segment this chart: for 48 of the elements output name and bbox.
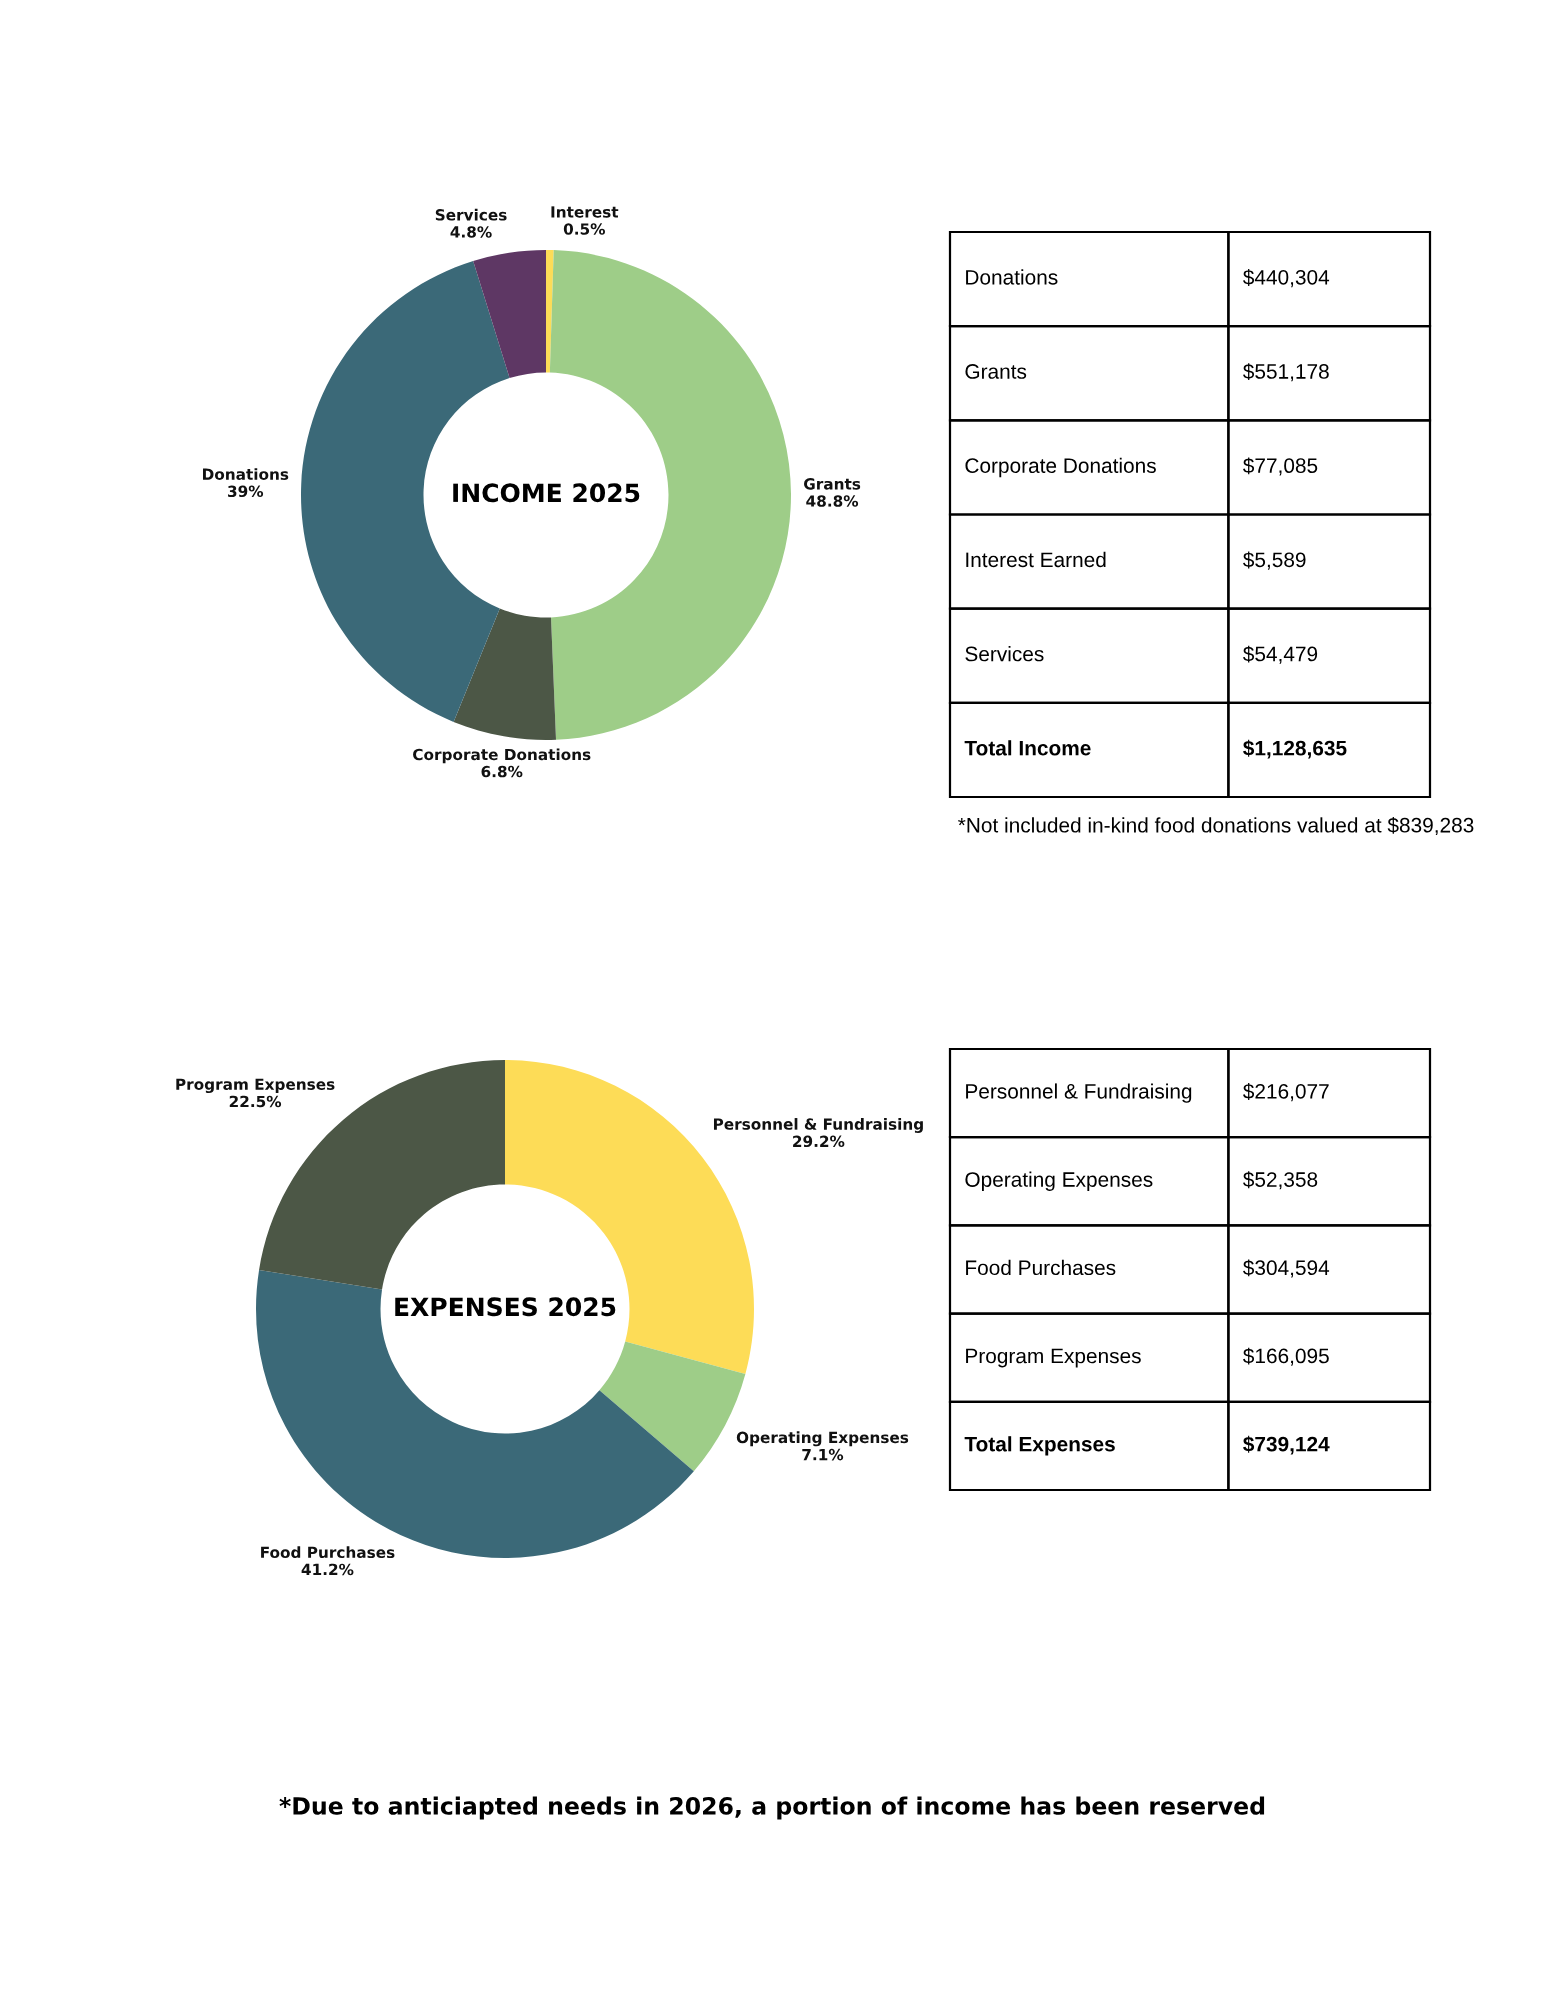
data-label: 22.5% bbox=[229, 1095, 282, 1108]
text: $440,304 bbox=[1243, 269, 1330, 288]
text: $216,077 bbox=[1243, 1083, 1329, 1102]
text: *Due to anticiapted needs in 2026, a portion of income has been reserved bbox=[279, 1796, 1265, 1820]
slice-label: Grants bbox=[804, 478, 861, 490]
text: $739,124 bbox=[1243, 1435, 1330, 1455]
data-label: 4.8% bbox=[450, 226, 492, 238]
category-label: Corporate Donations bbox=[965, 457, 1156, 478]
category-label: Total Income bbox=[964, 740, 1091, 756]
slice-label: Services bbox=[435, 208, 507, 221]
category-label: Food Purchases bbox=[966, 1259, 1116, 1276]
text: $166,095 bbox=[1243, 1347, 1329, 1366]
donut-slice bbox=[473, 250, 546, 379]
slice-label: Food Purchases bbox=[261, 1546, 395, 1559]
category-label: Services bbox=[965, 646, 1044, 662]
data-label: 0.5% bbox=[563, 223, 605, 235]
category-label: Operating Expenses bbox=[965, 1171, 1153, 1192]
text: $551,178 bbox=[1243, 363, 1329, 382]
text: $1,128,635 bbox=[1243, 739, 1347, 759]
text: $52,358 bbox=[1243, 1171, 1318, 1190]
category-label: Personnel & Fundraising bbox=[966, 1083, 1192, 1103]
slice-label: Interest bbox=[551, 206, 619, 218]
slice-label: Program Expenses bbox=[176, 1078, 335, 1094]
text: $5,589 bbox=[1243, 551, 1306, 570]
slice-label: Operating Expenses bbox=[736, 1431, 909, 1447]
data-label: 41.2% bbox=[301, 1563, 354, 1576]
category-label: Program Expenses bbox=[966, 1348, 1141, 1368]
donut-slice bbox=[453, 608, 557, 740]
text: $304,594 bbox=[1243, 1259, 1330, 1278]
text: $77,085 bbox=[1243, 457, 1318, 476]
slice-label: Personnel & Fundraising bbox=[713, 1118, 923, 1133]
category-label: Total Expenses bbox=[964, 1436, 1115, 1456]
category-label: Interest Earned bbox=[966, 551, 1106, 568]
slice-label: Donations bbox=[203, 468, 289, 480]
text: $54,479 bbox=[1243, 645, 1318, 664]
text: *Not included in-kind food donations valued at $839,283 bbox=[958, 816, 1474, 836]
data-label: 48.8% bbox=[806, 495, 859, 507]
donut-slice bbox=[546, 250, 554, 373]
data-label: 6.8% bbox=[481, 765, 523, 778]
donut-slice bbox=[256, 1270, 694, 1558]
category-label: Donations bbox=[966, 269, 1058, 285]
data-label: 39% bbox=[228, 485, 264, 498]
slice-label: Corporate Donations bbox=[413, 748, 591, 764]
text: INCOME 2025 bbox=[453, 483, 640, 503]
data-label: 7.1% bbox=[802, 1448, 844, 1461]
data-label: 29.2% bbox=[793, 1135, 845, 1148]
category-label: Grants bbox=[965, 364, 1027, 379]
text: EXPENSES 2025 bbox=[395, 1297, 616, 1317]
